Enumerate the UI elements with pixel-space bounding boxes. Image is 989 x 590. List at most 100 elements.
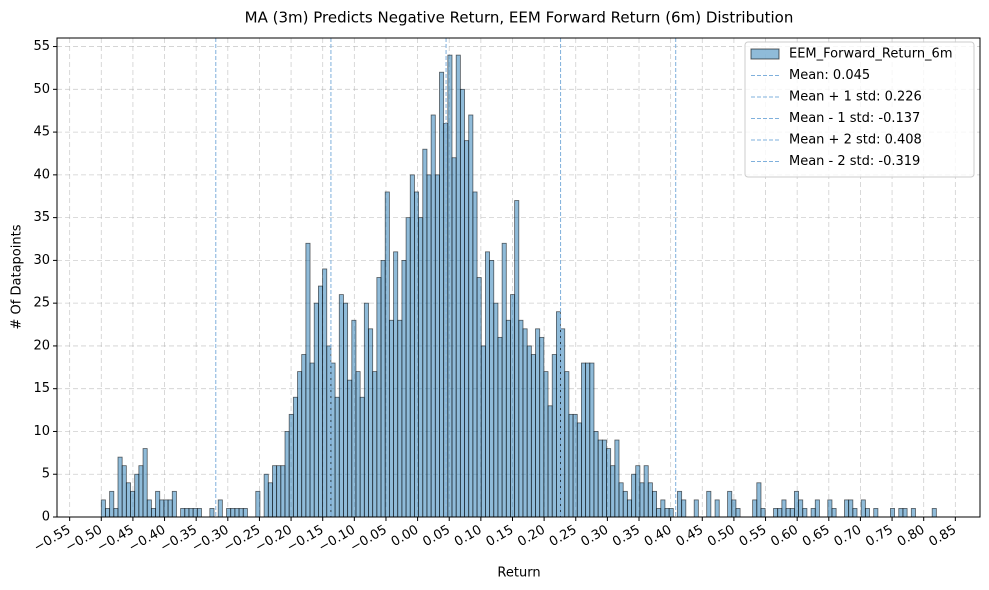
bar (121, 465, 127, 518)
bar (606, 448, 612, 518)
bar (614, 439, 620, 518)
bar (297, 371, 303, 518)
bar (752, 499, 758, 518)
bar (852, 508, 858, 518)
bar (459, 88, 465, 518)
x-tick-label: 0.35 (610, 523, 643, 550)
x-tick-label: 0.45 (673, 523, 706, 550)
x-tick-label: 0.20 (515, 523, 548, 550)
bar (551, 354, 557, 518)
bar (409, 174, 415, 518)
bar (626, 499, 632, 518)
bar (125, 482, 131, 518)
bar (664, 508, 670, 518)
legend-label: Mean + 1 std: 0.226 (789, 90, 922, 105)
bar (372, 371, 378, 518)
bar (217, 499, 223, 518)
bar (230, 508, 236, 518)
bar (543, 371, 549, 518)
bar (505, 319, 511, 518)
bar (105, 508, 111, 518)
bar (773, 508, 779, 518)
bar (618, 482, 624, 518)
legend-label: Mean: 0.045 (789, 68, 870, 83)
bar (430, 114, 436, 518)
bar (831, 508, 837, 518)
bar (848, 499, 854, 518)
bar (647, 482, 653, 518)
bar (171, 490, 177, 518)
bar (802, 508, 808, 518)
bar (660, 499, 666, 518)
bar (192, 508, 198, 518)
bar (576, 422, 582, 518)
bar (318, 285, 323, 518)
bar (334, 396, 340, 518)
bar (810, 508, 816, 518)
x-tick-label: 0.55 (737, 523, 770, 550)
bar (180, 508, 186, 518)
bar (142, 448, 148, 518)
legend-swatch (750, 48, 780, 60)
bar (330, 362, 336, 518)
bar (760, 508, 766, 518)
bar (351, 319, 357, 518)
bar (100, 499, 106, 518)
bar (814, 499, 820, 518)
bar (284, 431, 290, 518)
x-tick-label: 0.40 (642, 523, 675, 550)
bar (572, 413, 578, 518)
bar (560, 328, 566, 518)
x-tick-label: 0.10 (452, 523, 485, 550)
bar (601, 439, 607, 518)
bar (305, 242, 311, 518)
bar (781, 499, 787, 518)
bar (384, 191, 390, 518)
bar (631, 473, 637, 518)
bar (422, 148, 428, 518)
bar (789, 508, 795, 518)
x-tick-label: 0.50 (705, 523, 738, 550)
bar (902, 508, 908, 518)
bar (418, 217, 424, 518)
y-tick-label: 45 (33, 125, 50, 140)
bar (472, 191, 478, 518)
y-axis-label: # Of Datapoints (10, 224, 25, 329)
bar (397, 319, 403, 518)
bar (864, 508, 870, 518)
bar (426, 174, 432, 518)
bar (263, 473, 269, 518)
bar (109, 490, 115, 518)
x-axis-label: Return (497, 566, 540, 581)
bar (890, 508, 895, 518)
bar (209, 508, 215, 518)
legend-label: EEM_Forward_Return_6m (789, 47, 953, 62)
bar (313, 302, 319, 518)
bar (388, 319, 394, 518)
bar (910, 508, 916, 518)
bar (447, 54, 453, 518)
bar (242, 508, 248, 518)
legend-label: Mean + 2 std: 0.408 (789, 133, 922, 148)
bar (668, 508, 674, 518)
bar (593, 431, 599, 518)
bar (731, 499, 737, 518)
bar (589, 362, 595, 518)
bar (380, 259, 386, 518)
legend (744, 41, 975, 178)
bar (597, 439, 603, 518)
bar (196, 508, 202, 518)
bar (530, 354, 536, 518)
bar (798, 499, 804, 518)
bar (931, 508, 937, 518)
bar (255, 490, 261, 518)
bar (518, 319, 524, 518)
legend-label: Mean - 1 std: -0.137 (789, 111, 920, 126)
x-tick-label: 0.15 (484, 523, 517, 550)
x-tick-label: 0.70 (832, 523, 865, 550)
bar (326, 345, 332, 518)
y-tick-label: 0 (42, 510, 50, 525)
bar (785, 508, 791, 518)
bar (347, 379, 353, 518)
